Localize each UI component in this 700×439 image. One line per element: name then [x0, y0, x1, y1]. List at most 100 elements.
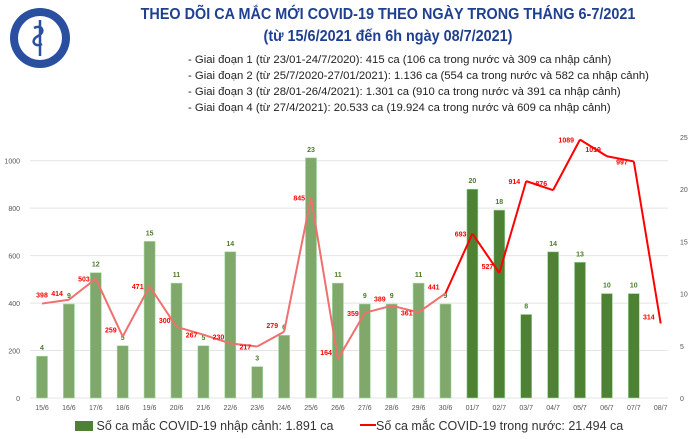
y-right-tick-label: 15: [680, 239, 688, 246]
y-right-tick-label: 5: [680, 344, 684, 351]
phase-notes: - Giai đoạn 1 (từ 23/01-24/7/2020): 415 …: [188, 52, 649, 116]
y-left-tick-label: 0: [16, 396, 20, 403]
bar: [90, 272, 102, 399]
line-data-label: 279: [266, 323, 278, 330]
line-data-label: 359: [347, 311, 359, 318]
bar-data-label: 11: [173, 272, 181, 279]
bar-data-label: 14: [226, 241, 234, 248]
bar: [116, 345, 129, 399]
legend-line-label: Số ca mắc COVID-19 trong nước: 21.494 ca: [376, 419, 624, 433]
bar-data-label: 13: [576, 251, 584, 258]
line-data-label: 997: [616, 159, 628, 166]
bar: [170, 282, 183, 399]
bar: [36, 355, 48, 399]
line-data-label: 914: [509, 179, 521, 186]
bar-data-label: 10: [630, 283, 638, 290]
bar-data-label: 11: [334, 272, 342, 279]
line-data-label: 300: [159, 318, 171, 325]
line-data-label: 361: [401, 310, 413, 317]
y-right-tick-label: 25: [680, 135, 688, 142]
line-segment: [68, 277, 97, 301]
line-data-label: 259: [105, 328, 117, 335]
bar: [278, 335, 290, 399]
line-segment: [337, 312, 366, 360]
line-data-label: 267: [186, 333, 198, 340]
line-segment: [256, 330, 285, 348]
line-data-label: 503: [78, 277, 90, 284]
note: - Giai đoạn 1 (từ 23/01-24/7/2020): 415 …: [188, 54, 612, 66]
line-segment: [94, 278, 124, 337]
x-tick-label: 18/6: [116, 405, 130, 412]
y-right-tick-label: 0: [680, 396, 684, 403]
bar: [466, 188, 479, 399]
legend-bar-label: Số ca mắc COVID-19 nhập cảnh: 1.891 ca: [96, 419, 334, 433]
bar: [627, 293, 640, 399]
x-tick-label: 24/6: [277, 405, 291, 412]
line-segment: [176, 325, 204, 336]
bar: [439, 303, 452, 399]
bar-data-label: 20: [469, 178, 477, 185]
bar: [305, 157, 317, 399]
x-tick-label: 04/7: [546, 405, 560, 412]
legend-line-swatch: [360, 424, 376, 426]
bar-data-label: 9: [363, 293, 367, 300]
line-data-label: 389: [374, 297, 386, 304]
x-tick-label: 29/6: [412, 405, 426, 412]
x-tick-label: 02/7: [492, 405, 506, 412]
line-data-label: 845: [293, 196, 305, 203]
title-line-1: THEO DÕI CA MẮC MỚI COVID-19 THEO NGÀY T…: [140, 6, 636, 23]
line-segment: [230, 342, 258, 348]
line-segment: [148, 285, 178, 328]
y-right-tick-label: 20: [680, 187, 688, 194]
y-left-tick-label: 800: [8, 206, 20, 213]
line-data-label: 441: [428, 284, 440, 291]
bar-data-label: 5: [201, 335, 205, 342]
bar-data-label: 23: [307, 147, 315, 154]
x-tick-label: 27/6: [358, 405, 372, 412]
x-tick-label: 15/6: [35, 405, 49, 412]
bar-data-label: 5: [121, 335, 125, 342]
bar-data-label: 9: [444, 293, 448, 300]
line-data-label: 471: [132, 284, 144, 291]
x-tick-label: 22/6: [223, 405, 237, 412]
bar-data-label: 3: [255, 356, 259, 363]
bar-data-label: 14: [549, 241, 557, 248]
x-tick-label: 20/6: [170, 405, 184, 412]
y-left-tick-label: 600: [8, 254, 20, 261]
chart-title: THEO DÕI CA MẮC MỚI COVID-19 THEO NGÀY T…: [78, 4, 698, 48]
note: - Giai đoạn 3 (từ 28/01-26/4/2021): 1.30…: [188, 86, 621, 98]
bar-data-label: 9: [390, 293, 394, 300]
bar: [251, 366, 263, 399]
bar: [493, 209, 506, 399]
y-right-tick-label: 10: [680, 292, 688, 299]
bar-data-label: 12: [92, 262, 100, 269]
bar-data-label: 8: [524, 303, 528, 310]
x-tick-label: 17/6: [89, 405, 103, 412]
title-line-2: (từ 15/6/2021 đến 6h ngày 08/7/2021): [263, 28, 513, 45]
bar: [574, 261, 586, 399]
y-left-tick-label: 200: [8, 349, 20, 356]
line-segment: [579, 138, 608, 158]
bar-data-label: 4: [40, 345, 44, 352]
bar: [143, 241, 156, 399]
legend-line: Số ca mắc COVID-19 trong nước: 21.494 ca: [360, 419, 623, 433]
line-data-label: 876: [535, 181, 547, 188]
bar: [332, 282, 344, 399]
bar-data-label: 18: [495, 199, 503, 206]
line-segment: [283, 197, 312, 332]
x-tick-label: 28/6: [385, 405, 399, 412]
bar: [197, 345, 210, 399]
x-tick-label: 08/7: [654, 405, 668, 412]
line-segment: [364, 304, 392, 314]
line-segment: [552, 139, 581, 191]
line-segment: [606, 155, 634, 163]
line-segment: [41, 298, 70, 305]
line-data-label: 314: [643, 314, 655, 321]
x-tick-label: 19/6: [143, 405, 157, 412]
bar: [601, 293, 613, 399]
line-data-label: 414: [51, 291, 63, 298]
note: - Giai đoạn 4 (từ 27/4/2021): 20.533 ca …: [188, 102, 611, 114]
line-data-label: 398: [36, 293, 48, 300]
line-segment: [498, 180, 528, 274]
